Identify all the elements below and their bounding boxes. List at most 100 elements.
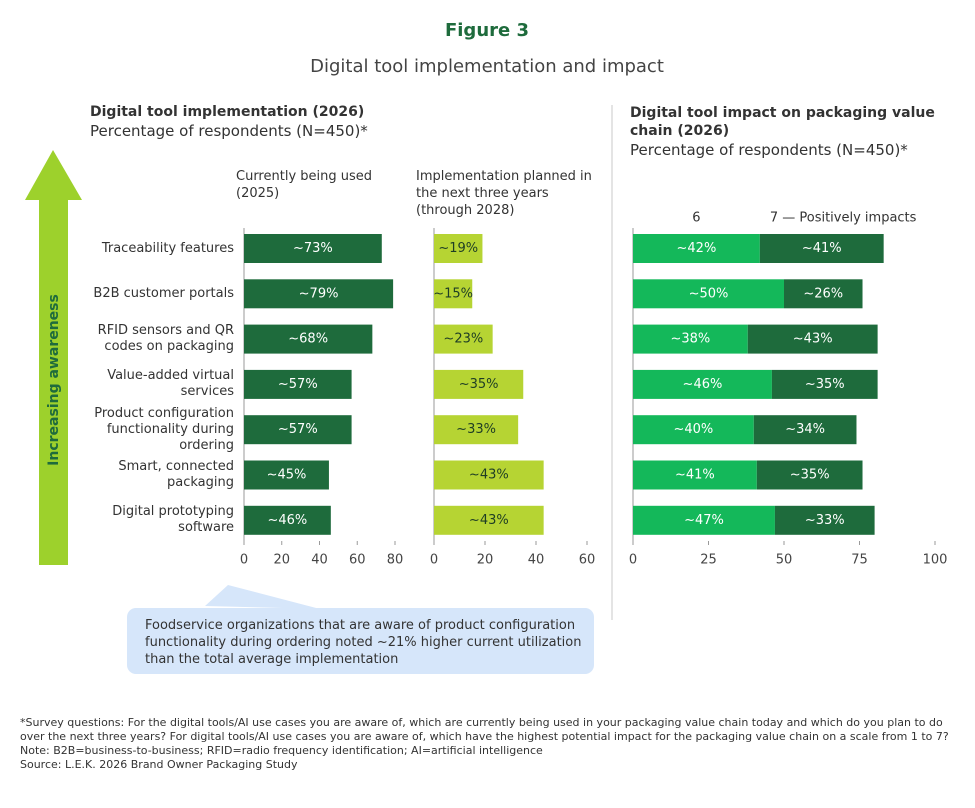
value-label: ~38% — [670, 332, 710, 347]
x-tick-label: 40 — [528, 553, 545, 568]
value-label: ~23% — [443, 332, 483, 347]
bar — [244, 460, 329, 490]
value-label: ~50% — [689, 286, 729, 301]
category-label: B2B customer portals — [93, 285, 234, 301]
x-tick-label: 25 — [700, 553, 717, 568]
value-label: ~73% — [293, 241, 333, 256]
bar — [244, 279, 394, 309]
bar — [244, 415, 352, 445]
value-label: ~26% — [803, 286, 843, 301]
value-label: ~43% — [469, 468, 509, 483]
callout-pointer — [205, 585, 320, 609]
category-label: Value-added virtual services — [107, 368, 234, 400]
bar — [434, 279, 473, 309]
category-label: Product configuration functionality duri… — [94, 405, 234, 453]
bar-segment — [756, 460, 863, 490]
category-label-box: Digital prototyping software — [112, 504, 234, 535]
panel-subtitle-box: Percentage of respondents (N=450)* — [90, 122, 368, 140]
bar — [244, 234, 382, 263]
value-label: ~42% — [677, 241, 717, 256]
value-label: ~79% — [299, 286, 339, 301]
bar-segment — [759, 234, 884, 263]
category-label: RFID sensors and QR codes on packaging — [97, 323, 234, 355]
bar — [244, 505, 331, 535]
value-label: ~40% — [674, 422, 714, 437]
value-label: ~47% — [684, 513, 724, 528]
x-tick-label: 0 — [240, 553, 248, 568]
bar-segment — [633, 279, 784, 309]
bar — [434, 369, 524, 399]
value-label: ~46% — [268, 513, 308, 528]
legend-label: 6 — [692, 211, 700, 226]
value-label: ~41% — [675, 468, 715, 483]
chart-subtitle-box: Percentage of respondents (N=450)* — [630, 141, 908, 159]
bar-segment — [633, 234, 760, 263]
chart-title-box: Implementation planned in the next three… — [416, 169, 592, 218]
panel-title: Digital tool implementation (2026) — [90, 104, 365, 120]
value-label: ~45% — [267, 468, 307, 483]
value-label: ~41% — [802, 241, 842, 256]
figure-title: Digital tool implementation and impact — [310, 56, 664, 77]
footnotes-box: *Survey questions: For the digital tools… — [20, 716, 949, 771]
x-tick-label: 20 — [477, 553, 494, 568]
bar-segment — [784, 279, 863, 309]
category-label-box: B2B customer portals — [93, 285, 234, 301]
value-label: ~35% — [805, 377, 845, 392]
callout-box — [127, 608, 594, 674]
bar — [244, 324, 373, 354]
x-tick-label: 100 — [923, 553, 948, 568]
value-label: ~15% — [433, 286, 473, 301]
bar-segment — [747, 324, 878, 354]
bar-segment — [633, 324, 748, 354]
bar-segment — [774, 505, 875, 535]
chart-subtitle: Percentage of respondents (N=450)* — [630, 141, 908, 159]
value-label: ~35% — [459, 377, 499, 392]
footnote: Note: B2B=business-to-business; RFID=rad… — [20, 744, 543, 757]
category-label: Smart, connected packaging — [118, 459, 234, 490]
value-label: ~43% — [793, 332, 833, 347]
bar-segment — [633, 460, 757, 490]
legend-label: 7 — Positively impacts — [770, 211, 917, 226]
x-tick-label: 75 — [851, 553, 868, 568]
chart-title-box: Currently being used (2025) — [236, 169, 372, 201]
bar-segment — [753, 415, 857, 445]
value-label: ~19% — [438, 241, 478, 256]
category-label-box: Traceability features — [101, 240, 234, 256]
panel-subtitle: Percentage of respondents (N=450)* — [90, 122, 368, 140]
value-label: ~43% — [469, 513, 509, 528]
bar-segment — [633, 505, 775, 535]
annotation-box: Foodservice organizations that are aware… — [145, 618, 582, 667]
bar — [434, 415, 519, 445]
arrow-label: Increasing awareness — [46, 294, 62, 466]
value-label: ~34% — [785, 422, 825, 437]
chart-title: Implementation planned in the next three… — [416, 169, 592, 218]
value-label: ~46% — [683, 377, 723, 392]
x-tick-label: 50 — [776, 553, 793, 568]
awareness-arrow — [25, 150, 82, 565]
bar-segment — [771, 369, 878, 399]
bar — [434, 460, 544, 490]
bar — [434, 234, 483, 263]
category-label-box: Smart, connected packaging — [118, 459, 234, 490]
category-label-box: RFID sensors and QR codes on packaging — [97, 323, 234, 355]
value-label: ~57% — [278, 422, 318, 437]
category-label-box: Product configuration functionality duri… — [94, 405, 234, 453]
footnote: Source: L.E.K. 2026 Brand Owner Packagin… — [20, 758, 298, 771]
panel-title-box: Digital tool implementation (2026) — [90, 104, 365, 120]
chart-title-box: Digital tool impact on packaging value c… — [630, 105, 935, 139]
footnote: *Survey questions: For the digital tools… — [20, 716, 949, 743]
chart-title: Digital tool impact on packaging value c… — [630, 105, 935, 139]
value-label: ~35% — [790, 468, 830, 483]
x-tick-label: 0 — [629, 553, 637, 568]
annotation: Foodservice organizations that are aware… — [145, 618, 582, 667]
bar — [434, 324, 493, 354]
category-label: Traceability features — [101, 240, 234, 256]
bar — [244, 369, 352, 399]
x-tick-label: 60 — [349, 553, 366, 568]
bar-segment — [633, 415, 754, 445]
x-tick-label: 80 — [387, 553, 404, 568]
x-tick-label: 60 — [579, 553, 596, 568]
x-tick-label: 20 — [273, 553, 290, 568]
value-label: ~68% — [288, 332, 328, 347]
